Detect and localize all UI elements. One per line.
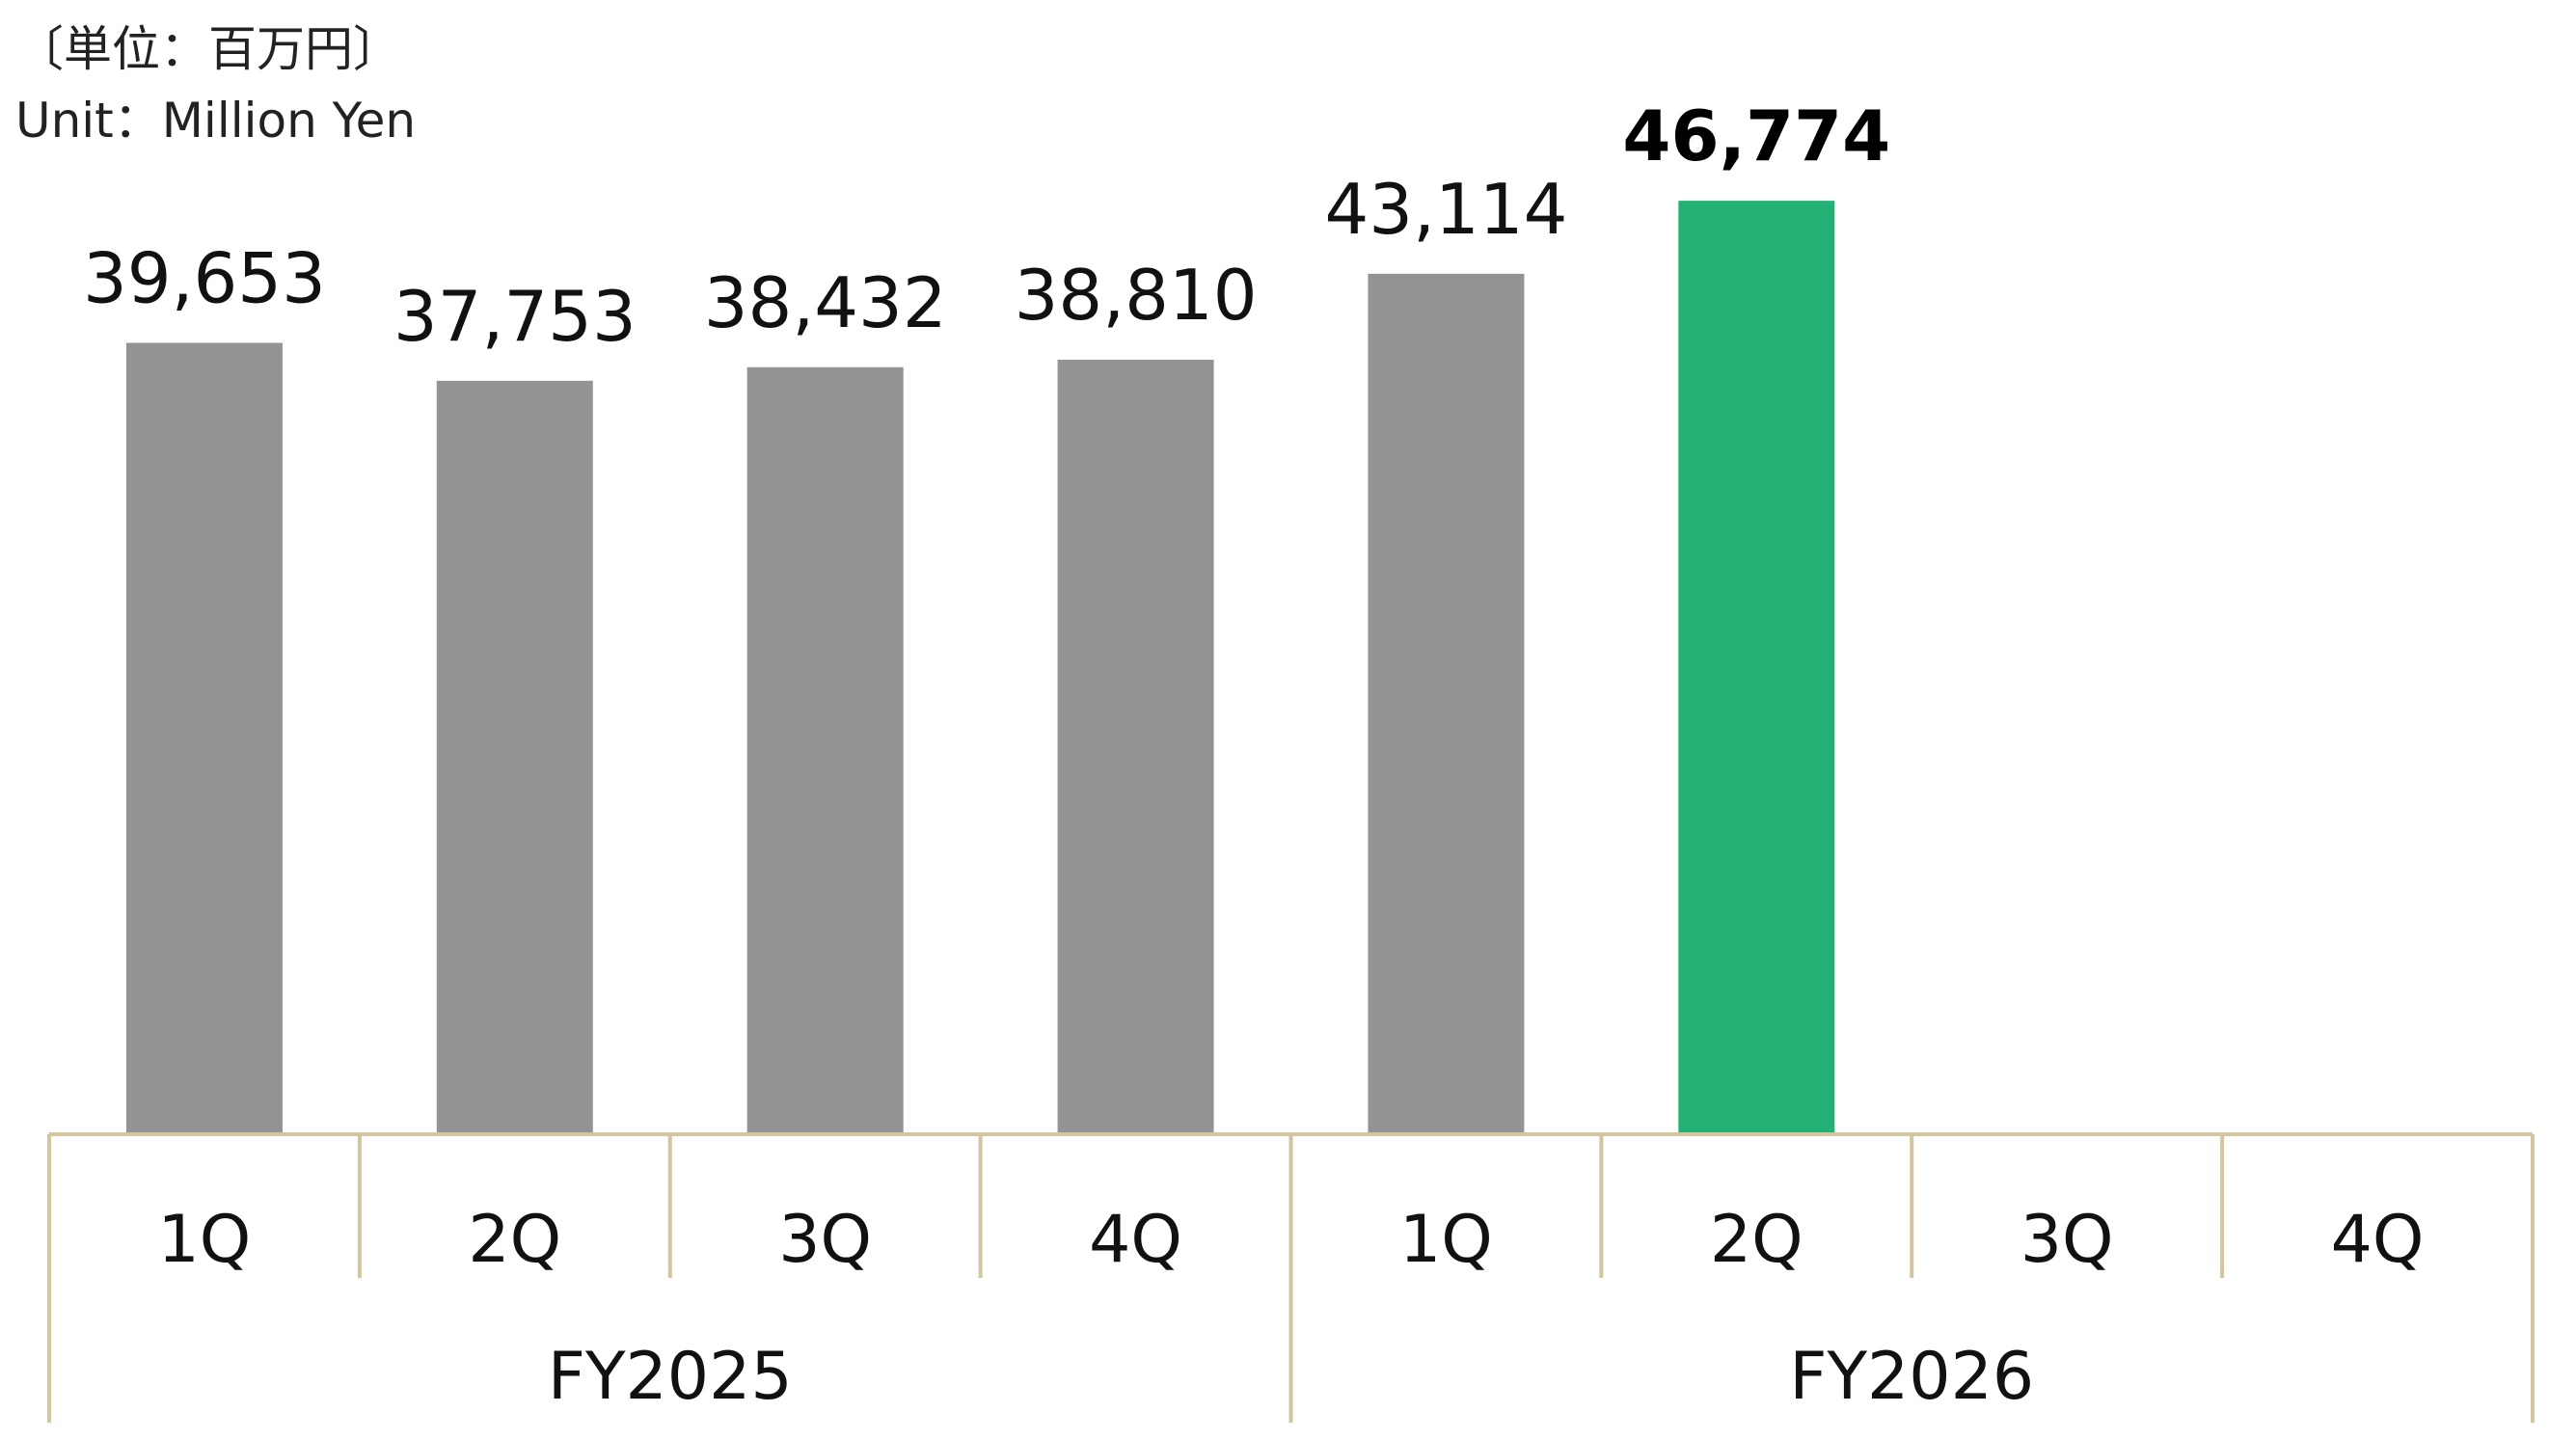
unit-label-english: Unit：Million Yen: [15, 93, 417, 149]
x-tick-label: 4Q: [1089, 1202, 1182, 1278]
value-label: 37,753: [393, 276, 637, 357]
value-label: 46,774: [1622, 95, 1890, 177]
unit-label-japanese: 〔単位：百万円〕: [15, 21, 401, 77]
x-tick-label: 2Q: [1710, 1202, 1803, 1278]
value-label: 43,114: [1324, 169, 1567, 250]
x-tick-label: 3Q: [778, 1202, 872, 1278]
bar: [1057, 359, 1214, 1135]
x-tick-label: 1Q: [1399, 1202, 1493, 1278]
bar: [1368, 273, 1525, 1135]
x-tick-label: 4Q: [2331, 1202, 2425, 1278]
fiscal-year-label: FY2025: [548, 1339, 793, 1415]
bar: [125, 342, 283, 1134]
x-tick-label: 2Q: [468, 1202, 561, 1278]
bar-highlight: [1678, 201, 1835, 1134]
value-label: 39,653: [83, 237, 326, 318]
x-tick-label: 1Q: [158, 1202, 252, 1278]
value-label: 38,810: [1015, 255, 1258, 336]
fiscal-year-label: FY2026: [1789, 1339, 2034, 1415]
bar: [436, 380, 593, 1134]
x-tick-label: 3Q: [2020, 1202, 2114, 1278]
value-label: 38,432: [704, 262, 947, 343]
bar: [746, 367, 904, 1134]
